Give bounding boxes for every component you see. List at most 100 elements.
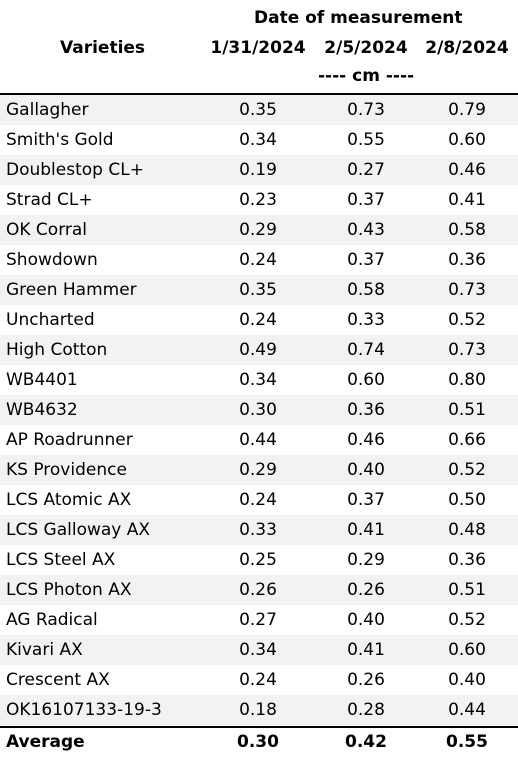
date-column-header-3: 2/8/2024 bbox=[425, 38, 509, 58]
table-row: KS Providence 0.29 0.40 0.52 bbox=[0, 455, 518, 485]
measurement-value-3: 0.40 bbox=[448, 670, 486, 690]
measurement-value-1: 0.25 bbox=[239, 550, 277, 570]
average-row: Average 0.30 0.42 0.55 bbox=[0, 728, 518, 756]
measurement-value-1: 0.24 bbox=[239, 250, 277, 270]
variety-name: LCS Atomic AX bbox=[6, 490, 132, 510]
measurement-value-2: 0.43 bbox=[347, 220, 385, 240]
date-column-header-2: 2/5/2024 bbox=[324, 38, 408, 58]
measurement-value-2: 0.41 bbox=[347, 640, 385, 660]
measurement-value-2: 0.74 bbox=[347, 340, 385, 360]
measurement-value-2: 0.73 bbox=[347, 100, 385, 120]
table-row: AP Roadrunner 0.44 0.46 0.66 bbox=[0, 425, 518, 455]
measurement-value-1: 0.26 bbox=[239, 580, 277, 600]
table-row: AG Radical 0.27 0.40 0.52 bbox=[0, 605, 518, 635]
variety-name: LCS Photon AX bbox=[6, 580, 132, 600]
measurement-value-3: 0.51 bbox=[448, 400, 486, 420]
measurement-value-3: 0.66 bbox=[448, 430, 486, 450]
variety-name: Crescent AX bbox=[6, 670, 110, 690]
measurement-value-3: 0.46 bbox=[448, 160, 486, 180]
measurement-value-3: 0.60 bbox=[448, 130, 486, 150]
measurement-value-3: 0.80 bbox=[448, 370, 486, 390]
date-of-measurement-title: Date of measurement bbox=[254, 8, 463, 28]
measurement-value-2: 0.40 bbox=[347, 460, 385, 480]
measurement-value-3: 0.79 bbox=[448, 100, 486, 120]
measurement-value-3: 0.73 bbox=[448, 280, 486, 300]
table-row: Gallagher 0.35 0.73 0.79 bbox=[0, 95, 518, 125]
measurement-value-2: 0.37 bbox=[347, 490, 385, 510]
measurement-value-1: 0.35 bbox=[239, 100, 277, 120]
variety-name: Kivari AX bbox=[6, 640, 83, 660]
measurement-value-2: 0.27 bbox=[347, 160, 385, 180]
table-row: Green Hammer 0.35 0.58 0.73 bbox=[0, 275, 518, 305]
measurement-value-2: 0.29 bbox=[347, 550, 385, 570]
measurement-value-1: 0.23 bbox=[239, 190, 277, 210]
measurement-value-1: 0.27 bbox=[239, 610, 277, 630]
variety-name: Smith's Gold bbox=[6, 130, 114, 150]
variety-name: Doublestop CL+ bbox=[6, 160, 144, 180]
variety-name: OK Corral bbox=[6, 220, 88, 240]
measurement-value-1: 0.34 bbox=[239, 640, 277, 660]
measurement-value-1: 0.33 bbox=[239, 520, 277, 540]
measurement-value-3: 0.52 bbox=[448, 610, 486, 630]
variety-name: LCS Galloway AX bbox=[6, 520, 151, 540]
measurement-value-3: 0.48 bbox=[448, 520, 486, 540]
measurement-value-1: 0.30 bbox=[239, 400, 277, 420]
table-row: Uncharted 0.24 0.33 0.52 bbox=[0, 305, 518, 335]
variety-name: OK16107133-19-3 bbox=[6, 700, 162, 720]
measurement-value-2: 0.28 bbox=[347, 700, 385, 720]
variety-name: WB4401 bbox=[6, 370, 78, 390]
measurement-value-3: 0.36 bbox=[448, 250, 486, 270]
measurement-value-1: 0.34 bbox=[239, 370, 277, 390]
measurement-value-2: 0.40 bbox=[347, 610, 385, 630]
variety-name: Gallagher bbox=[6, 100, 89, 120]
variety-name: Uncharted bbox=[6, 310, 95, 330]
varieties-column-header: Varieties bbox=[60, 38, 146, 58]
measurement-value-3: 0.44 bbox=[448, 700, 486, 720]
variety-name: Showdown bbox=[6, 250, 98, 270]
measurement-value-3: 0.51 bbox=[448, 580, 486, 600]
measurement-value-1: 0.34 bbox=[239, 130, 277, 150]
table-row: LCS Galloway AX 0.33 0.41 0.48 bbox=[0, 515, 518, 545]
measurement-value-2: 0.55 bbox=[347, 130, 385, 150]
measurement-value-3: 0.73 bbox=[448, 340, 486, 360]
measurement-value-2: 0.46 bbox=[347, 430, 385, 450]
measurement-value-3: 0.36 bbox=[448, 550, 486, 570]
measurement-value-1: 0.29 bbox=[239, 460, 277, 480]
average-value-3: 0.55 bbox=[446, 732, 488, 752]
table-row: LCS Steel AX 0.25 0.29 0.36 bbox=[0, 545, 518, 575]
measurement-value-3: 0.41 bbox=[448, 190, 486, 210]
variety-name: High Cotton bbox=[6, 340, 108, 360]
measurement-value-2: 0.37 bbox=[347, 190, 385, 210]
table-row: Crescent AX 0.24 0.26 0.40 bbox=[0, 665, 518, 695]
table-row: OK16107133-19-3 0.18 0.28 0.44 bbox=[0, 695, 518, 725]
average-label: Average bbox=[6, 732, 85, 752]
table-body: Gallagher 0.35 0.73 0.79 Smith's Gold 0.34 0.5… bbox=[0, 95, 518, 725]
table-header: Date of measurement Varieties 1/31/2024 … bbox=[0, 0, 518, 92]
measurement-value-2: 0.26 bbox=[347, 670, 385, 690]
average-value-1: 0.30 bbox=[237, 732, 279, 752]
table-row: OK Corral 0.29 0.43 0.58 bbox=[0, 215, 518, 245]
table-row: Strad CL+ 0.23 0.37 0.41 bbox=[0, 185, 518, 215]
variety-name: KS Providence bbox=[6, 460, 127, 480]
measurement-value-2: 0.37 bbox=[347, 250, 385, 270]
measurement-value-3: 0.50 bbox=[448, 490, 486, 510]
measurement-value-2: 0.33 bbox=[347, 310, 385, 330]
measurement-value-1: 0.35 bbox=[239, 280, 277, 300]
measurement-value-2: 0.58 bbox=[347, 280, 385, 300]
measurement-value-1: 0.24 bbox=[239, 670, 277, 690]
table-row: Showdown 0.24 0.37 0.36 bbox=[0, 245, 518, 275]
measurement-value-3: 0.52 bbox=[448, 310, 486, 330]
measurement-value-1: 0.49 bbox=[239, 340, 277, 360]
date-column-header-1: 1/31/2024 bbox=[210, 38, 306, 58]
variety-name: WB4632 bbox=[6, 400, 78, 420]
average-rule bbox=[0, 726, 518, 728]
variety-name: AG Radical bbox=[6, 610, 98, 630]
variety-name: AP Roadrunner bbox=[6, 430, 133, 450]
table-row: Kivari AX 0.34 0.41 0.60 bbox=[0, 635, 518, 665]
measurement-value-2: 0.26 bbox=[347, 580, 385, 600]
table-row: WB4401 0.34 0.60 0.80 bbox=[0, 365, 518, 395]
unit-label: ---- cm ---- bbox=[318, 66, 415, 86]
measurement-value-3: 0.60 bbox=[448, 640, 486, 660]
table-row: LCS Atomic AX 0.24 0.37 0.50 bbox=[0, 485, 518, 515]
measurement-value-1: 0.24 bbox=[239, 310, 277, 330]
